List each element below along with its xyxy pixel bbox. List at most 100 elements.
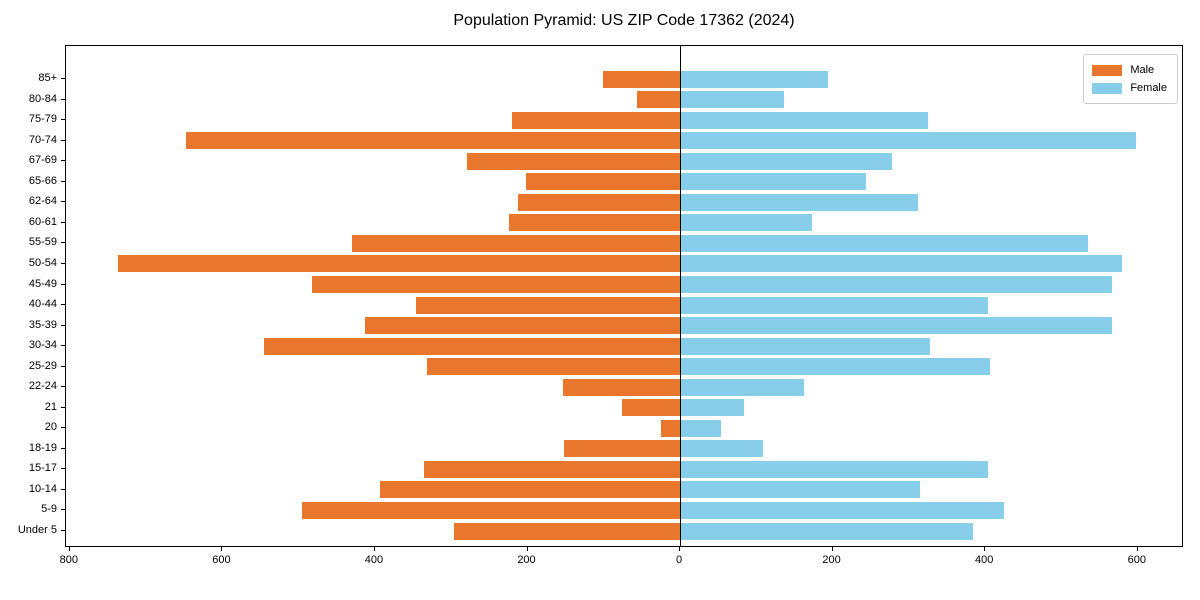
y-tick-mark (61, 283, 65, 285)
y-tick-label: 62-64 (28, 195, 57, 208)
y-tick-label: 10-14 (28, 482, 57, 495)
male-bar (562, 378, 681, 396)
y-tick-mark (61, 509, 65, 511)
female-bar (681, 234, 1088, 252)
female-bar (681, 481, 920, 499)
x-tick-mark (831, 547, 833, 551)
y-tick-label: 50-54 (28, 256, 57, 269)
x-tick-label: 400 (364, 554, 384, 566)
female-swatch-icon (1092, 82, 1123, 94)
x-tick-mark (221, 547, 223, 551)
legend-entry-male: Male (1092, 61, 1167, 79)
x-tick-mark (373, 547, 375, 551)
female-bar (681, 173, 866, 191)
y-tick-mark (61, 160, 65, 162)
x-tick-mark (68, 547, 70, 551)
male-bar (264, 337, 680, 355)
x-tick-mark (526, 547, 528, 551)
y-tick-mark (61, 139, 65, 141)
female-bar (681, 337, 930, 355)
y-tick-label: 80-84 (28, 92, 57, 105)
y-tick-label: 45-49 (28, 277, 57, 290)
female-bar (681, 358, 990, 376)
y-tick-mark (61, 488, 65, 490)
y-tick-label: 25-29 (28, 359, 57, 372)
legend: Male Female (1083, 54, 1178, 104)
legend-label-male: Male (1130, 64, 1155, 76)
female-bar (681, 399, 744, 417)
y-tick-label: 55-59 (28, 236, 57, 249)
y-tick-mark (61, 530, 65, 531)
y-tick-label: 75-79 (28, 113, 57, 126)
x-tick-mark (984, 547, 986, 551)
y-tick-mark (61, 201, 65, 203)
legend-label-female: Female (1130, 82, 1167, 94)
female-bar (681, 296, 988, 314)
y-tick-label: 60-61 (28, 215, 57, 228)
y-tick-mark (61, 365, 65, 367)
x-tick-label: 600 (1127, 554, 1146, 566)
male-bar (622, 399, 681, 417)
female-bar (681, 378, 804, 396)
y-tick-mark (61, 262, 65, 264)
male-bar (511, 111, 681, 129)
y-tick-label: 65-66 (28, 174, 57, 187)
male-bar (509, 214, 681, 232)
female-bar (681, 91, 785, 108)
y-tick-mark (61, 386, 65, 388)
male-bar (423, 460, 681, 478)
y-tick-mark (61, 221, 65, 223)
male-swatch-icon (1092, 64, 1123, 76)
female-bar (681, 440, 764, 458)
chart-title: Population Pyramid: US ZIP Code 17362 (2… (453, 12, 795, 29)
female-bar (681, 419, 722, 437)
y-tick-mark (61, 345, 65, 347)
y-tick-mark (61, 304, 65, 305)
y-tick-mark (61, 324, 65, 326)
y-tick-mark (61, 427, 65, 429)
y-tick-label: 22-24 (28, 380, 57, 393)
x-tick-label: 400 (975, 554, 994, 566)
x-tick-label: 200 (822, 554, 841, 566)
female-bar (681, 276, 1113, 293)
female-bar (681, 193, 918, 211)
y-tick-label: 15-17 (28, 462, 57, 475)
y-tick-mark (61, 447, 65, 449)
female-bar (681, 132, 1136, 150)
male-bar (517, 193, 681, 211)
male-bar (117, 255, 681, 273)
y-tick-label: 70-74 (28, 133, 57, 146)
male-bar (453, 522, 681, 540)
male-bar (352, 234, 681, 252)
y-tick-label: 30-34 (28, 339, 57, 352)
legend-entry-female: Female (1092, 79, 1167, 97)
y-tick-label: 18-19 (28, 441, 57, 454)
y-tick-mark (61, 78, 65, 79)
y-tick-label: 35-39 (28, 318, 57, 331)
x-tick-label: 200 (517, 554, 536, 566)
y-tick-label: 21 (44, 400, 57, 413)
male-bar (637, 91, 680, 108)
male-bar (312, 276, 681, 293)
male-bar (661, 419, 681, 437)
y-tick-mark (61, 406, 65, 408)
female-bar (681, 255, 1122, 273)
y-tick-mark (61, 119, 65, 121)
male-bar (365, 317, 680, 334)
female-bar (681, 152, 893, 170)
male-bar (564, 440, 680, 458)
y-tick-label: 5-9 (41, 503, 57, 516)
y-tick-mark (61, 98, 65, 100)
y-tick-label: 67-69 (28, 154, 57, 167)
female-bar (681, 317, 1113, 334)
male-bar (301, 501, 681, 519)
female-bar (681, 522, 974, 540)
female-bar (681, 460, 988, 478)
y-tick-mark (61, 242, 65, 244)
male-bar (416, 296, 680, 314)
male-bar (426, 358, 681, 376)
male-bar (466, 152, 681, 170)
male-bar (185, 132, 681, 150)
y-tick-label: 40-44 (28, 298, 57, 310)
female-bar (681, 111, 929, 129)
